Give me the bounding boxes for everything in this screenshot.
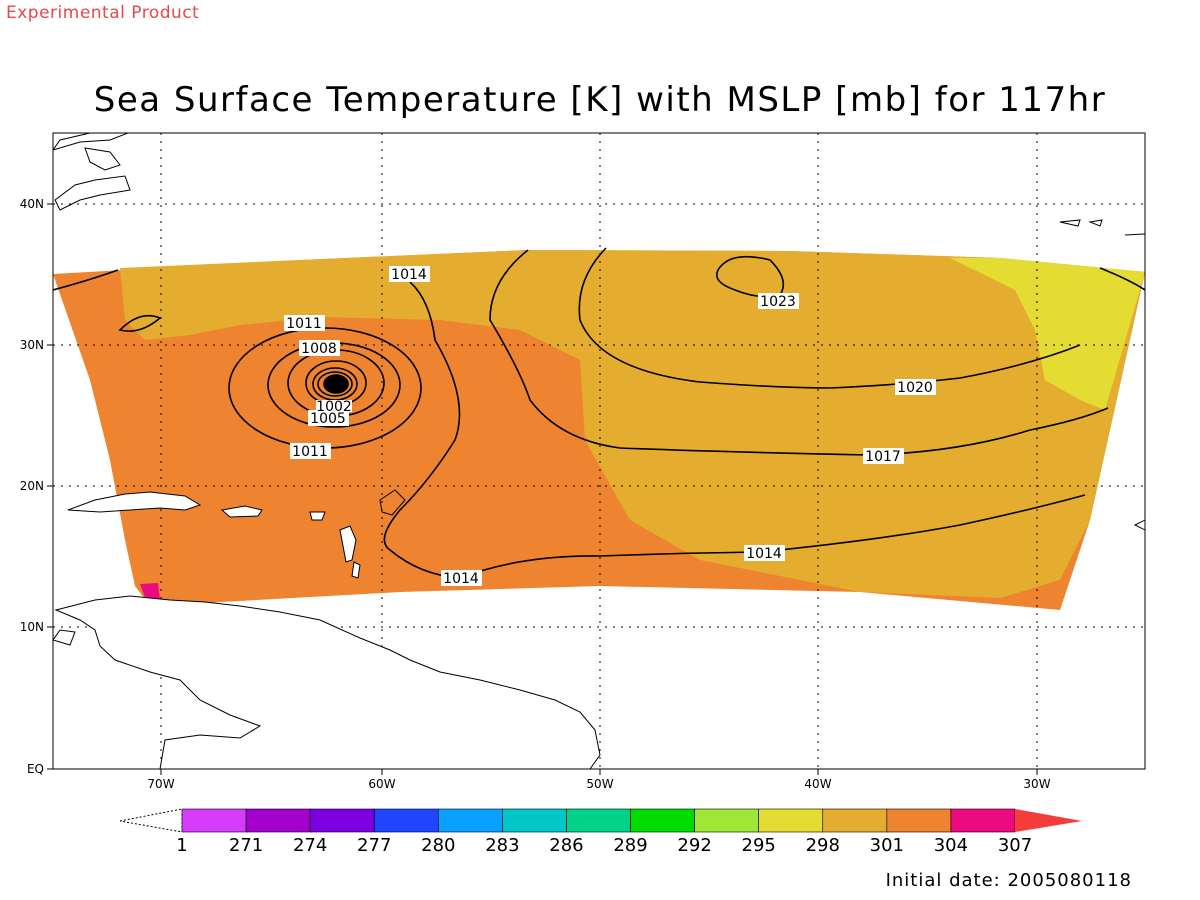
colorbar-label: 295 <box>742 835 776 856</box>
sst-band-298 <box>950 258 1145 410</box>
colorbar-label: 274 <box>293 835 327 856</box>
colorbar-label: 280 <box>421 835 455 856</box>
lon-tick-label: 30W <box>1023 777 1050 791</box>
contour-label: 1014 <box>391 267 427 283</box>
colorbar-label: 307 <box>998 835 1032 856</box>
colorbar-label: 277 <box>357 835 391 856</box>
colorbar-cell <box>758 808 824 833</box>
contour-label: 1011 <box>292 444 328 460</box>
lon-tick-label: 50W <box>586 777 613 791</box>
colorbar-cell <box>886 808 952 833</box>
colorbar-cell <box>309 808 375 833</box>
contour-label: 1023 <box>760 294 796 310</box>
colorbar-cell <box>694 808 759 833</box>
colorbar-label: 292 <box>677 835 711 856</box>
pressure-center-label: 1002 <box>316 399 352 415</box>
lat-axis-labels: EQ 10N 20N 30N 40N <box>20 197 44 776</box>
tick-marks <box>47 203 1038 775</box>
lat-tick-label: EQ <box>27 762 44 776</box>
colorbar-label: 289 <box>613 835 647 856</box>
lon-axis-labels: 70W 60W 50W 40W 30W <box>147 777 1050 791</box>
colorbar-cell <box>438 808 503 833</box>
colorbar-low-arrow <box>119 808 183 833</box>
colorbar-cell <box>245 808 311 833</box>
colorbar-cell <box>502 808 567 833</box>
colorbar-label: 1 <box>176 835 187 856</box>
colorbar-cell <box>181 808 247 833</box>
lat-tick-label: 30N <box>20 338 44 352</box>
contour-label: 1008 <box>301 341 337 357</box>
contour-label: 1014 <box>443 571 479 587</box>
colorbar-high-arrow <box>1015 809 1082 832</box>
colorbar-label: 271 <box>229 835 263 856</box>
colorbar-cell <box>950 808 1016 833</box>
colorbar-cell <box>630 808 695 833</box>
coastlines <box>53 133 1145 769</box>
colorbar-label: 301 <box>870 835 904 856</box>
colorbar-label: 283 <box>485 835 519 856</box>
colorbar-label: 304 <box>934 835 968 856</box>
colorbar-cell <box>566 808 631 833</box>
colorbar-label: 286 <box>549 835 583 856</box>
lon-tick-label: 60W <box>368 777 395 791</box>
colorbar-label: 298 <box>806 835 840 856</box>
contour-label: 1014 <box>746 546 782 562</box>
contour-label: 1020 <box>897 380 933 396</box>
colorbar-cell <box>373 808 439 833</box>
contour-label: 1005 <box>310 411 346 427</box>
lat-tick-label: 40N <box>20 197 44 211</box>
lat-tick-label: 10N <box>20 620 44 634</box>
plot-frame <box>52 132 1146 770</box>
lon-tick-label: 70W <box>147 777 174 791</box>
lat-tick-label: 20N <box>20 479 44 493</box>
experimental-product-label: Experimental Product <box>6 3 200 23</box>
sst-band-301 <box>120 250 1145 598</box>
contour-label: 1017 <box>865 449 901 465</box>
colorbar-cell <box>822 808 888 833</box>
graticule <box>53 133 1145 769</box>
contour-label: 1011 <box>286 316 322 332</box>
contour-labels: 1014 1023 1011 1008 1020 1005 1011 1017 … <box>284 266 936 587</box>
lon-tick-label: 40W <box>804 777 831 791</box>
initial-date: Initial date: 2005080118 <box>885 870 1132 891</box>
chart-title: Sea Surface Temperature [K] with MSLP [m… <box>93 80 1107 120</box>
colorbar: 1 271 274 277 280 283 286 289 292 295 298 301 304 307 <box>119 808 1082 856</box>
